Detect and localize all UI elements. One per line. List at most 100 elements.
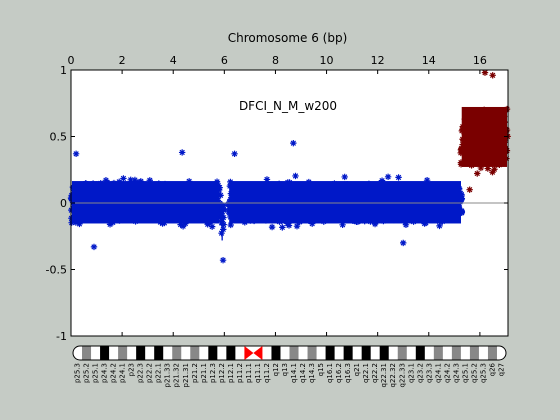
- data-point: [227, 221, 234, 229]
- ideogram-band-label: q16.1: [326, 363, 334, 383]
- ideogram-band-label: p21.2: [191, 363, 199, 383]
- ideogram-band: [289, 346, 299, 360]
- ideogram-band-label: q11.2: [263, 363, 271, 383]
- data-point: [489, 169, 496, 176]
- y-tick-label: 0: [60, 197, 67, 210]
- ideogram-band-label: q23.3: [425, 363, 433, 383]
- y-tick-label: 1: [60, 64, 67, 77]
- data-point: [68, 219, 75, 226]
- data-point: [102, 177, 110, 184]
- ideogram-band-label: q25.1: [461, 363, 469, 383]
- ideogram-band-label: q12: [272, 363, 280, 376]
- ideogram-band: [100, 346, 110, 360]
- data-point: [131, 176, 139, 184]
- data-point: [178, 149, 186, 156]
- ideogram-band-label: p12.1: [227, 363, 235, 383]
- x-tick-label: 2: [119, 54, 126, 67]
- ideogram-band: [307, 346, 317, 360]
- ideogram-band-label: p12.2: [218, 363, 226, 383]
- ideogram-band-label: p11.2: [236, 363, 244, 383]
- data-point: [179, 223, 187, 230]
- point-density-core: [72, 181, 220, 224]
- y-tick-label: -1: [56, 330, 67, 343]
- data-point: [217, 192, 224, 199]
- ideogram-band-label: p24.3: [101, 363, 109, 383]
- ideogram-band-label: q23.2: [416, 363, 424, 383]
- data-point: [466, 186, 473, 193]
- ideogram-band: [433, 346, 443, 360]
- data-point: [308, 220, 316, 227]
- ideogram-band-label: q24.3: [452, 363, 460, 383]
- data-point: [477, 164, 485, 172]
- data-point: [292, 172, 299, 180]
- ideogram-band: [397, 346, 407, 360]
- data-point: [159, 220, 166, 227]
- ideogram-band: [226, 346, 236, 360]
- data-point: [220, 221, 227, 228]
- ideogram-band-label: p21.32: [173, 363, 181, 387]
- x-tick-label: 6: [221, 54, 228, 67]
- ideogram-band: [343, 346, 353, 360]
- x-tick-label: 4: [170, 54, 177, 67]
- x-tick-label: 8: [272, 54, 279, 67]
- ideogram-band-label: p23: [128, 363, 136, 376]
- data-point: [217, 207, 225, 214]
- ideogram-band: [82, 346, 92, 360]
- ideogram-band-label: q24.2: [443, 363, 451, 383]
- ideogram-band: [379, 346, 389, 360]
- y-axis: 1 0.5 0 -0.5 -1: [46, 64, 508, 343]
- data-point: [481, 69, 489, 76]
- ideogram-band: [190, 346, 200, 360]
- data-point: [436, 222, 443, 230]
- data-point: [489, 72, 496, 79]
- ideogram-band-label: q11.1: [254, 363, 262, 383]
- data-point: [182, 220, 189, 227]
- ideogram-band-label: p21.33: [164, 363, 172, 387]
- ideogram-band-label: q27: [497, 363, 505, 376]
- data-point: [231, 150, 238, 157]
- ideogram-band-label: q13: [281, 363, 289, 376]
- x-tick-label: 12: [371, 54, 385, 67]
- data-point: [503, 126, 511, 134]
- data-point: [290, 139, 297, 147]
- data-point: [224, 201, 232, 208]
- data-point: [106, 221, 114, 228]
- ideogram-centromere: [253, 346, 263, 360]
- data-point: [400, 239, 407, 247]
- series-points: [67, 139, 466, 264]
- ideogram-band: [172, 346, 182, 360]
- x-tick-label: 14: [422, 54, 436, 67]
- ideogram-band-label: q16.3: [344, 363, 352, 383]
- ideogram-band-label: q16.2: [335, 363, 343, 383]
- ideogram-band: [487, 346, 497, 360]
- data-points: [67, 69, 511, 264]
- ideogram-band: [136, 346, 146, 360]
- ideogram-band-label: p25.3: [74, 363, 82, 383]
- ideogram-band-label: q21: [353, 363, 361, 376]
- chart-title: Chromosome 6 (bp): [228, 31, 348, 45]
- data-point: [457, 146, 465, 154]
- data-point: [293, 223, 301, 230]
- ideogram-band-label: q23.1: [407, 363, 415, 383]
- ideogram-band-label: q25.2: [470, 363, 478, 383]
- point-density-core: [461, 106, 507, 167]
- ideogram-band-label: p21.31: [182, 363, 190, 387]
- data-point: [371, 220, 379, 228]
- data-point: [177, 221, 184, 228]
- point-density-core: [229, 181, 461, 224]
- ideogram-band-label: p11.1: [245, 363, 253, 383]
- ideogram-band-label: p25.2: [83, 363, 91, 383]
- data-point: [127, 176, 134, 183]
- data-point: [263, 176, 271, 183]
- data-point: [457, 161, 465, 168]
- ideogram-band-label: q14.2: [299, 363, 307, 383]
- ideogram-band-label: p22.2: [146, 363, 154, 383]
- data-point: [458, 209, 465, 216]
- ideogram-band-label: p25.1: [92, 363, 100, 383]
- ideogram-band-label: q24.1: [434, 363, 442, 383]
- data-point: [90, 243, 98, 251]
- chromosome-ideogram: p25.3 p25.2 p25.1 p24.3 p24.2 p24.1 p23 p22.3 p2…: [72, 345, 507, 387]
- data-point: [76, 220, 83, 228]
- x-tick-label: 0: [68, 54, 75, 67]
